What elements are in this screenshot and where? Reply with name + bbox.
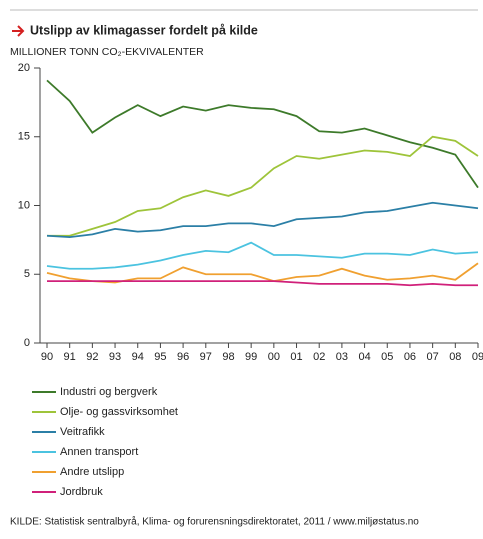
x-tick-label: 96 (177, 351, 189, 363)
legend-label: Industri og bergverk (60, 386, 158, 398)
x-tick-label: 98 (222, 351, 234, 363)
x-tick-label: 03 (336, 351, 348, 363)
x-tick-label: 06 (404, 351, 416, 363)
x-tick-label: 07 (427, 351, 439, 363)
series-line (46, 79, 479, 189)
legend-label: Olje- og gassvirksomhet (60, 406, 178, 418)
legend-label: Jordbruk (60, 486, 103, 498)
x-tick-label: 05 (381, 351, 393, 363)
series-line (46, 241, 479, 270)
series-line (47, 280, 478, 287)
series-line (47, 135, 479, 237)
series-line (46, 262, 479, 284)
x-tick-label: 95 (154, 351, 166, 363)
y-axis-label: MILLIONER TONN CO₂-EKVIVALENTER (10, 46, 204, 58)
series-line (46, 201, 479, 239)
source: KILDE: Statistisk sentralbyrå, Klima- og… (10, 516, 419, 528)
x-tick-label: 93 (109, 351, 121, 363)
x-tick-label: 02 (313, 351, 325, 363)
x-tick-label: 00 (268, 351, 280, 363)
x-tick-label: 01 (290, 351, 302, 363)
legend-label: Annen transport (60, 446, 138, 458)
y-tick-label: 10 (18, 199, 30, 211)
legend-label: Andre utslipp (60, 466, 124, 478)
x-tick-label: 90 (41, 351, 53, 363)
x-tick-label: 92 (86, 351, 98, 363)
y-tick-label: 15 (18, 131, 30, 143)
x-tick-label: 04 (358, 351, 370, 363)
chart-title: Utslipp av klimagasser fordelt på kilde (30, 23, 258, 37)
legend-label: Veitrafikk (60, 426, 105, 438)
x-tick-label: 97 (200, 351, 212, 363)
y-tick-label: 5 (24, 268, 30, 280)
y-tick-label: 0 (24, 337, 30, 349)
x-tick-label: 91 (64, 351, 76, 363)
x-tick-label: 99 (245, 351, 257, 363)
title-arrow (12, 25, 25, 37)
x-tick-label: 08 (449, 351, 461, 363)
x-tick-label: 94 (132, 351, 144, 363)
x-tick-label: 09 (472, 351, 483, 363)
y-tick-label: 20 (18, 62, 30, 74)
